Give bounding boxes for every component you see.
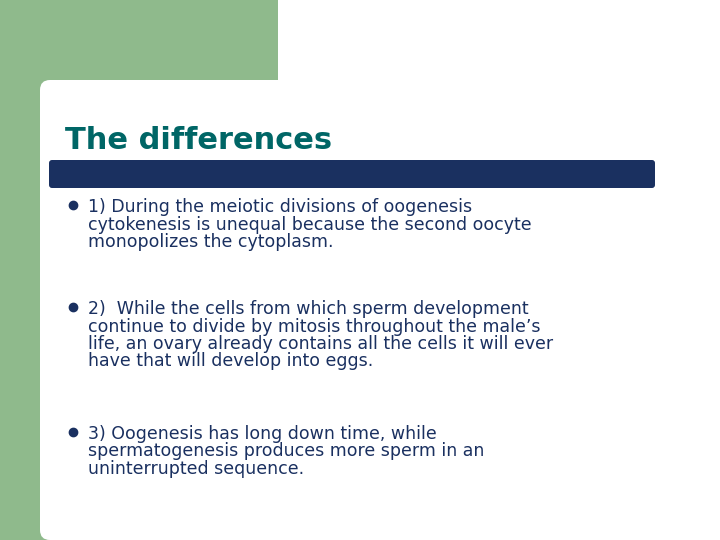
- Text: uninterrupted sequence.: uninterrupted sequence.: [88, 460, 304, 478]
- Bar: [0, 0, 55, 540]
- Text: 1) During the meiotic divisions of oogenesis: 1) During the meiotic divisions of oogen…: [88, 198, 472, 216]
- Text: spermatogenesis produces more sperm in an: spermatogenesis produces more sperm in a…: [88, 442, 485, 461]
- Text: 2)  While the cells from which sperm development: 2) While the cells from which sperm deve…: [88, 300, 528, 318]
- Text: have that will develop into eggs.: have that will develop into eggs.: [88, 353, 373, 370]
- Text: 3) Oogenesis has long down time, while: 3) Oogenesis has long down time, while: [88, 425, 437, 443]
- Text: life, an ovary already contains all the cells it will ever: life, an ovary already contains all the …: [88, 335, 553, 353]
- FancyBboxPatch shape: [0, 0, 278, 136]
- Text: monopolizes the cytoplasm.: monopolizes the cytoplasm.: [88, 233, 333, 251]
- Text: cytokenesis is unequal because the second oocyte: cytokenesis is unequal because the secon…: [88, 215, 531, 233]
- FancyBboxPatch shape: [49, 160, 655, 188]
- FancyBboxPatch shape: [40, 80, 720, 540]
- Text: The differences: The differences: [65, 126, 332, 155]
- Text: continue to divide by mitosis throughout the male’s: continue to divide by mitosis throughout…: [88, 318, 541, 335]
